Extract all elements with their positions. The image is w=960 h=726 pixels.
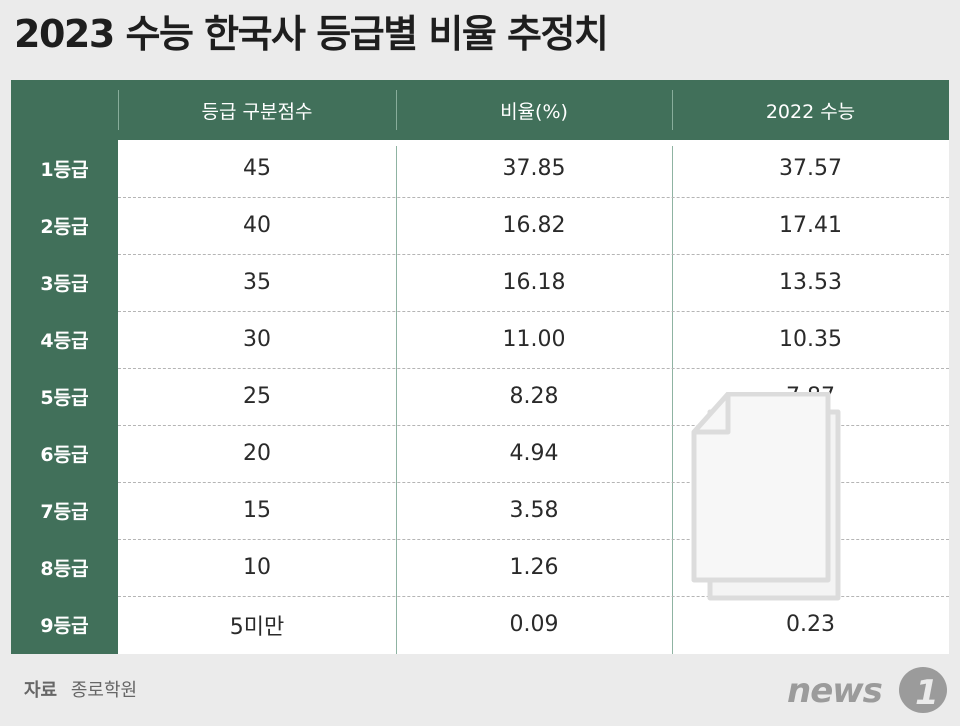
table-row: 9등급 5미만 0.09 0.23: [11, 596, 949, 653]
row-divider: [118, 311, 949, 312]
cell-2022: 37.57: [779, 156, 842, 181]
row-divider: [118, 197, 949, 198]
cell-ratio: 37.85: [502, 156, 566, 181]
row-divider: [118, 425, 949, 426]
logo-text: news: [787, 671, 883, 711]
cell-ratio: 16.18: [502, 270, 566, 295]
header-divider: [672, 90, 673, 130]
cell-cutoff: 20: [243, 441, 271, 466]
cell-cutoff: 45: [243, 156, 271, 181]
page-title: 2023 수능 한국사 등급별 비율 추정치: [14, 12, 609, 56]
cell-2022: 17.41: [779, 213, 842, 238]
cell-2022: 13.53: [779, 270, 842, 295]
logo-circle-icon: [899, 667, 947, 713]
row-grade-label: 4등급: [40, 330, 89, 352]
cell-cutoff: 5미만: [229, 614, 285, 640]
cell-ratio: 3.58: [509, 498, 559, 523]
header-ratio: 비율(%): [500, 100, 568, 123]
cell-cutoff: 35: [243, 270, 271, 295]
table-header: 등급 구분점수 비율(%) 2022 수능: [11, 80, 949, 140]
row-divider: [118, 368, 949, 369]
row-divider: [118, 482, 949, 483]
row-grade-label: 6등급: [40, 444, 89, 466]
logo-number: 1: [915, 673, 939, 713]
header-divider: [396, 90, 397, 130]
cell-2022: 0.23: [786, 612, 835, 637]
row-grade-label: 1등급: [40, 159, 89, 181]
row-grade-label: 9등급: [40, 615, 89, 637]
source-value: 종로학원: [70, 680, 138, 701]
table-row: 3등급 35 16.18 13.53: [11, 254, 949, 311]
cell-ratio: 4.94: [509, 441, 559, 466]
cell-cutoff: 30: [243, 327, 271, 352]
header-cutoff: 등급 구분점수: [201, 100, 313, 123]
cell-ratio: 0.09: [509, 612, 559, 637]
header-corner: [11, 80, 118, 140]
cell-cutoff: 15: [243, 498, 271, 523]
cell-ratio: 16.82: [502, 213, 566, 238]
row-grade-label: 3등급: [40, 273, 89, 295]
row-grade-label: 5등급: [40, 387, 89, 409]
table-row: 4등급 30 11.00 10.35: [11, 311, 949, 368]
cell-ratio: 11.00: [502, 327, 566, 352]
row-grade-label: 7등급: [40, 501, 89, 523]
row-grade-label: 2등급: [40, 216, 89, 238]
row-divider: [118, 254, 949, 255]
source-note: 자료 종로학원: [24, 676, 137, 702]
document-watermark-icon: [691, 392, 841, 601]
table-row: 1등급 45 37.85 37.57: [11, 140, 949, 197]
row-divider: [118, 539, 949, 540]
cell-cutoff: 40: [243, 213, 271, 238]
cell-ratio: 8.28: [509, 384, 559, 409]
row-grade-label: 8등급: [40, 558, 89, 580]
header-2022: 2022 수능: [765, 100, 856, 123]
column-divider: [396, 146, 397, 654]
cell-cutoff: 10: [243, 555, 271, 580]
table-row: 2등급 40 16.82 17.41: [11, 197, 949, 254]
news1-logo: news 1: [787, 667, 947, 713]
source-label: 자료: [24, 680, 58, 701]
cell-2022: 10.35: [779, 327, 842, 352]
row-divider: [118, 596, 949, 597]
column-divider: [672, 146, 673, 654]
header-divider: [118, 90, 119, 130]
cell-ratio: 1.26: [509, 555, 559, 580]
cell-cutoff: 25: [243, 384, 271, 409]
